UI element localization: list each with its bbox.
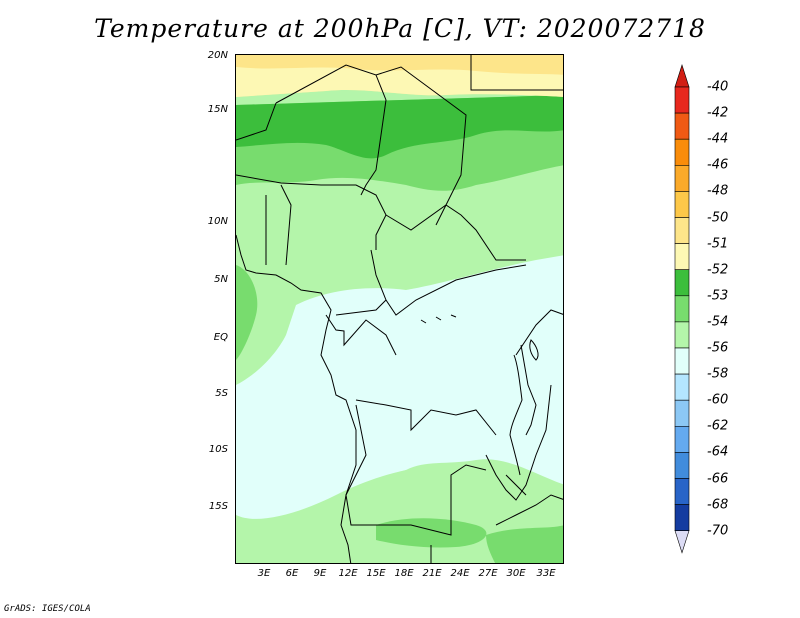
lon-label-21e: 21E: [422, 568, 442, 579]
colorbar-label: -51: [707, 236, 729, 252]
colorbar-label: -56: [707, 340, 729, 356]
colorbar-label: -54: [707, 314, 729, 330]
temperature-field: [236, 55, 563, 563]
colorbar-box: [674, 504, 690, 532]
dark-green-band: [236, 95, 563, 159]
lon-label-9e: 9E: [313, 568, 327, 579]
colorbar-label: -68: [707, 497, 729, 513]
colorbar-box: [674, 243, 690, 271]
colorbar-bottom-arrow: [674, 530, 690, 554]
colorbar-box: [674, 321, 690, 349]
colorbar-top-arrow: [674, 64, 690, 88]
colorbar-box: [674, 452, 690, 479]
country-borders: [236, 55, 563, 563]
colorbar-label: -48: [707, 183, 729, 199]
lat-label-10n: 10N: [207, 216, 228, 227]
colorbar-label: -46: [707, 157, 729, 173]
coastlines: [236, 234, 539, 563]
lon-label-24e: 24E: [450, 568, 470, 579]
colorbar-label: -52: [707, 262, 729, 278]
colorbar-label: -62: [707, 418, 729, 434]
lat-label-15n: 15N: [207, 104, 228, 115]
colorbar-box: [674, 86, 690, 114]
credit-text: GrADS: IGES/COLA: [4, 604, 91, 614]
lat-label-10s: 10S: [208, 444, 228, 455]
colorbar-label: -50: [707, 210, 729, 225]
map-title: Temperature at 200hPa [C], VT: 202007271…: [94, 14, 706, 43]
colorbar-label: -66: [707, 471, 729, 486]
lat-label-5s: 5S: [215, 388, 228, 399]
lon-label-3e: 3E: [257, 568, 271, 579]
colorbar-label: -42: [707, 105, 729, 121]
colorbar-box: [674, 112, 690, 140]
lon-label-18e: 18E: [394, 568, 414, 579]
cyan-field: [236, 255, 563, 531]
lon-label-6e: 6E: [285, 568, 299, 579]
lat-label-5n: 5N: [214, 274, 228, 285]
colorbar-box: [674, 295, 690, 323]
colorbar-label: -60: [707, 392, 729, 408]
mid-green-south: [376, 518, 487, 548]
colorbar-label: -70: [707, 523, 729, 539]
colorbar-box: [674, 191, 690, 218]
mid-green-southeast: [486, 525, 563, 563]
colorbar-box: [674, 269, 690, 297]
colorbar-box: [674, 165, 690, 192]
lat-label-15s: 15S: [208, 501, 228, 512]
lon-label-27e: 27E: [478, 568, 498, 579]
lat-label-eq: EQ: [213, 332, 228, 343]
colorbar-label: -64: [707, 444, 729, 460]
colorbar-label: -44: [707, 131, 729, 147]
colorbar-box: [674, 425, 690, 453]
colorbar-label: -53: [707, 288, 729, 304]
colorbar-box: [674, 373, 690, 401]
colorbar-boxes: [674, 64, 690, 554]
colorbar-box: [674, 347, 690, 375]
lon-label-12e: 12E: [338, 568, 358, 579]
lat-label-20n: 20N: [207, 50, 228, 61]
map-panel: [235, 54, 564, 564]
colorbar-box: [674, 399, 690, 427]
lon-label-15e: 15E: [366, 568, 386, 579]
mid-green-west: [236, 265, 258, 360]
lon-label-33e: 33E: [536, 568, 556, 579]
lon-label-30e: 30E: [506, 568, 526, 579]
colorbar-box: [674, 138, 690, 166]
colorbar-label: -40: [707, 79, 729, 95]
colorbar-label: -58: [707, 366, 729, 382]
colorbar-box: [674, 217, 690, 244]
colorbar-box: [674, 478, 690, 505]
